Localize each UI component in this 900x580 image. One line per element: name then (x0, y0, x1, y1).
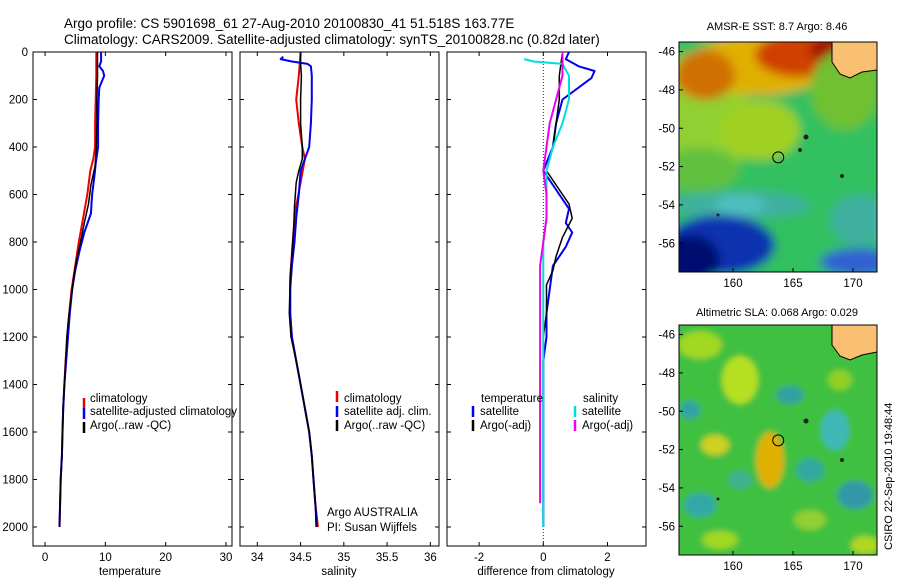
sst-map-frame (678, 41, 878, 273)
x-tick-label: 34.5 (289, 552, 311, 564)
salinity-legend: climatology satellite adj. clim. Argo(..… (335, 391, 432, 432)
sla-map-panel: Altimetric SLA: 0.068 Argo: 0.029 (658, 307, 878, 573)
map-y-tick-label: -46 (658, 47, 675, 59)
y-tick-label: 600 (9, 190, 28, 202)
map-y-tick-label: -50 (658, 123, 675, 135)
sst-map-title: AMSR-E SST: 8.7 Argo: 8.46 (707, 21, 848, 33)
argo-location-marker (772, 151, 785, 164)
x-tick-label: 10 (99, 552, 112, 564)
land-patch (831, 42, 877, 79)
x-tick-label: 34 (251, 552, 264, 564)
map-y-tick-label: -54 (658, 483, 675, 495)
x-tick-label: 2 (604, 552, 610, 564)
difference-profile-panel: -2 0 2 difference from climatology tempera… (446, 51, 647, 578)
salinity-profile-panel: 34 34.5 35 35.5 36 salinity climatology sate… (239, 51, 440, 578)
legend-group-salinity: salinity (583, 393, 618, 405)
y-tick-label: 2000 (2, 522, 28, 534)
y-tick-label: 400 (9, 142, 28, 154)
y-tick-label: 1800 (2, 475, 28, 487)
institution-annotation: Argo AUSTRALIA (327, 507, 418, 519)
legend-label-climatology: climatology (344, 393, 402, 405)
map-y-tick-label: -52 (658, 162, 675, 174)
series-line-argo-raw-qc- (288, 52, 317, 528)
island-marker (840, 174, 844, 178)
temperature-xlabel: temperature (99, 566, 161, 578)
argo-location-marker (772, 434, 785, 447)
pi-annotation: PI: Susan Wijffels (327, 522, 417, 534)
figure-title-line1: Argo profile: CS 5901698_61 27-Aug-2010 … (64, 16, 514, 31)
sst-map-panel: AMSR-E SST: 8.7 Argo: 8.46 (658, 21, 878, 290)
map-x-tick-label: 165 (783, 278, 802, 290)
y-tick-label: 0 (22, 47, 28, 59)
temperature-legend: climatology satellite-adjusted climatolo… (82, 393, 237, 433)
y-tick-label: 200 (9, 95, 28, 107)
y-tick-label: 1600 (2, 427, 28, 439)
y-tick-label: 1200 (2, 332, 28, 344)
island-marker (798, 148, 802, 152)
temperature-profile-panel: 0 10 20 30 0 200 400 600 800 1000 1200 1400 1600 1800… (2, 47, 237, 578)
side-timestamp: CSIRO 22-Sep-2010 19:48:44 (883, 403, 895, 550)
legend-label-climatology: climatology (90, 393, 148, 405)
sla-field (679, 325, 877, 555)
y-tick-label: 1000 (2, 285, 28, 297)
x-tick-label: 30 (220, 552, 233, 564)
legend-label-temp-satellite: satellite (480, 406, 519, 418)
map-y-tick-label: -50 (658, 406, 675, 418)
map-y-tick-label: -54 (658, 200, 675, 212)
island-marker (803, 134, 809, 140)
map-x-tick-label: 170 (843, 561, 862, 573)
salinity-axes-box (239, 51, 440, 547)
legend-label-sal-satellite: satellite (582, 406, 621, 418)
x-tick-label: 36 (424, 552, 437, 564)
map-x-tick-label: 170 (843, 278, 862, 290)
difference-xlabel: difference from climatology (477, 566, 614, 578)
map-x-tick-label: 160 (723, 561, 742, 573)
island-marker (716, 213, 720, 217)
map-y-tick-label: -52 (658, 445, 675, 457)
legend-label-temp-argo: Argo(-adj) (480, 420, 531, 432)
map-y-tick-label: -46 (658, 330, 675, 342)
map-y-tick-label: -48 (658, 85, 675, 97)
legend-label-satellite-adjusted: satellite-adjusted climatology (90, 406, 237, 418)
legend-label-argo: Argo(..raw -QC) (344, 420, 425, 432)
legend-label-argo: Argo(..raw -QC) (90, 420, 171, 432)
island-marker (803, 418, 809, 424)
island-marker (840, 458, 844, 462)
land-patch (831, 325, 877, 361)
map-y-tick-label: -56 (658, 521, 675, 533)
legend-label-satellite: satellite adj. clim. (344, 406, 432, 418)
y-tick-label: 800 (9, 237, 28, 249)
series-line-salinity-argo-adj- (539, 52, 564, 504)
sla-map-title: Altimetric SLA: 0.068 Argo: 0.029 (696, 307, 858, 319)
x-tick-label: 0 (540, 552, 546, 564)
x-tick-label: -2 (474, 552, 484, 564)
x-tick-label: 35.5 (376, 552, 398, 564)
legend-label-sal-argo: Argo(-adj) (582, 420, 633, 432)
x-tick-label: 0 (42, 552, 48, 564)
figure-title-line2: Climatology: CARS2009. Satellite-adjuste… (64, 32, 600, 47)
x-tick-label: 35 (337, 552, 350, 564)
temperature-axes-box (32, 51, 233, 547)
map-x-tick-label: 160 (723, 278, 742, 290)
map-y-tick-label: -48 (658, 368, 675, 380)
x-tick-label: 20 (159, 552, 172, 564)
sla-map-frame (678, 324, 878, 556)
legend-group-temperature: temperature (481, 393, 543, 405)
y-tick-label: 1400 (2, 380, 28, 392)
map-x-tick-label: 165 (783, 561, 802, 573)
difference-legend: temperature satellite Argo(-adj) salinit… (471, 393, 633, 432)
salinity-xlabel: salinity (321, 566, 356, 578)
map-y-tick-label: -56 (658, 238, 675, 250)
island-marker (716, 497, 720, 501)
series-line-argo-raw-qc- (58, 52, 99, 528)
